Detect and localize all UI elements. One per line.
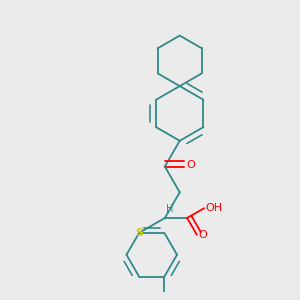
Text: O: O (187, 160, 195, 170)
Text: S: S (135, 228, 143, 238)
Text: O: O (198, 230, 207, 240)
Text: H: H (166, 203, 174, 214)
Text: OH: OH (205, 203, 222, 213)
